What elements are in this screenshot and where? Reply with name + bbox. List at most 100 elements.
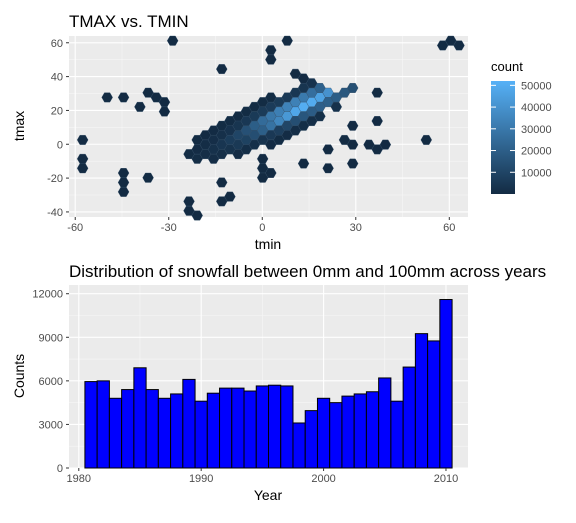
hexbin-cell xyxy=(347,158,359,169)
hexbin-major-gridlines xyxy=(69,36,468,217)
snowfall-bar xyxy=(414,333,429,469)
bar-chart-title: Distribution of snowfall between 0mm and… xyxy=(69,262,546,281)
snowfall-bar xyxy=(365,391,380,469)
snowfall-bar xyxy=(182,378,196,469)
snowfall-bar xyxy=(280,385,294,469)
hexbin-cell xyxy=(142,172,154,183)
y-tick-label: 12000 xyxy=(32,289,63,301)
snowfall-bar xyxy=(194,400,208,469)
snowfall-bar xyxy=(390,400,404,469)
hexbin-cell xyxy=(76,135,89,145)
legend-tick-label: 50000 xyxy=(521,80,552,92)
count-legend-ticks: 10000 20000 30000 40000 50000 xyxy=(491,80,552,179)
x-tick-label: 30 xyxy=(350,222,362,234)
bar-x-axis: 1980 1990 2000 2010 xyxy=(67,468,458,485)
legend-tick-label: 20000 xyxy=(521,146,552,158)
snowfall-bar xyxy=(219,387,233,469)
bar-y-axis-title: Counts xyxy=(11,354,27,398)
snowfall-bar xyxy=(316,397,331,469)
hexbin-cell xyxy=(322,163,334,174)
y-tick-label: 9000 xyxy=(39,332,63,344)
hexbin-y-axis-title: tmax xyxy=(11,111,27,141)
snowfall-bar xyxy=(145,389,159,469)
hexbin-cell xyxy=(101,92,113,103)
hexbin-cell xyxy=(314,111,326,122)
hexbin-cell xyxy=(371,87,383,98)
hexbin-cell xyxy=(453,40,465,51)
snowfall-bar xyxy=(353,393,367,469)
snowfall-bar xyxy=(108,397,123,469)
y-tick-label: 3000 xyxy=(39,419,63,431)
hexbin-cell xyxy=(322,144,334,155)
snowfall-bar xyxy=(206,392,221,469)
snowfall-bar xyxy=(96,380,110,469)
hexbin-cell xyxy=(347,120,359,131)
hexbin-cell xyxy=(281,35,293,46)
x-tick-label: -30 xyxy=(161,222,177,234)
hexbin-cell xyxy=(330,101,342,112)
x-tick-label: 2010 xyxy=(434,473,458,485)
snowfall-bar xyxy=(133,367,147,469)
x-tick-label: 0 xyxy=(259,222,265,234)
y-tick-label: 0 xyxy=(57,139,63,151)
snowfall-bar xyxy=(231,387,245,469)
y-tick-label: 0 xyxy=(57,463,63,475)
snowfall-bar xyxy=(329,402,343,469)
x-tick-label: 60 xyxy=(443,222,455,234)
hexbin-cell xyxy=(158,106,171,117)
y-tick-label: -40 xyxy=(47,207,63,219)
legend-tick-label: 30000 xyxy=(521,124,552,136)
hexbin-y-axis: -40 -20 0 20 40 60 xyxy=(47,38,69,219)
legend-tick-label: 10000 xyxy=(521,167,552,179)
hexbin-cell xyxy=(134,101,146,112)
hexbin-cells xyxy=(76,35,465,221)
hexbin-cell xyxy=(265,168,277,178)
x-tick-label: 2000 xyxy=(311,473,335,485)
snowfall-bar xyxy=(170,393,184,469)
snowfall-bars xyxy=(84,299,453,469)
hexbin-cell xyxy=(420,135,432,145)
hexbin-cell xyxy=(216,177,228,188)
snowfall-bar xyxy=(243,390,257,469)
snowfall-bar xyxy=(292,422,306,469)
snowfall-bar xyxy=(268,384,282,469)
hexbin-chart-title: TMAX vs. TMIN xyxy=(69,12,189,31)
y-tick-label: 6000 xyxy=(39,376,63,388)
hexbin-cell xyxy=(347,83,359,93)
snowfall-bar xyxy=(157,397,172,469)
snowfall-bar xyxy=(378,377,392,469)
x-tick-label: -60 xyxy=(67,222,83,234)
count-colorbar xyxy=(491,81,515,194)
hexbin-cell xyxy=(297,158,310,169)
x-tick-label: 1980 xyxy=(67,473,91,485)
hexbin-cell xyxy=(265,54,277,65)
x-tick-label: 1990 xyxy=(189,473,213,485)
snowfall-bar xyxy=(255,385,270,469)
snowfall-bar xyxy=(341,395,355,469)
hexbin-cell xyxy=(216,64,228,74)
y-tick-label: -20 xyxy=(47,173,63,185)
snowfall-bar-chart: Distribution of snowfall between 0mm and… xyxy=(11,262,546,503)
hexbin-x-axis: -60 -30 0 30 60 xyxy=(67,217,455,234)
legend-tick-label: 40000 xyxy=(521,102,552,114)
hexbin-cell xyxy=(379,139,392,150)
snowfall-bar xyxy=(304,410,318,469)
y-tick-label: 20 xyxy=(51,105,63,117)
hexbin-x-axis-title: tmin xyxy=(255,236,281,252)
y-tick-label: 60 xyxy=(51,38,63,50)
hexbin-cell xyxy=(117,92,130,103)
hexbin-cell xyxy=(347,139,359,150)
count-legend: count 10000 20000 30000 40000 50000 xyxy=(491,59,552,194)
hexbin-cell xyxy=(191,210,203,221)
bar-x-axis-title: Year xyxy=(254,487,283,503)
snowfall-bar xyxy=(402,366,416,469)
hexbin-cell xyxy=(371,116,383,126)
hexbin-chart: TMAX vs. TMIN -60 -30 0 30 60 -40-200204060 … xyxy=(11,12,552,252)
snowfall-bar xyxy=(84,381,98,469)
count-legend-title: count xyxy=(491,59,523,74)
bar-y-axis: 0 3000 6000 9000 12000 xyxy=(32,289,69,475)
snowfall-bar xyxy=(121,389,135,469)
y-tick-label: 40 xyxy=(51,72,63,84)
